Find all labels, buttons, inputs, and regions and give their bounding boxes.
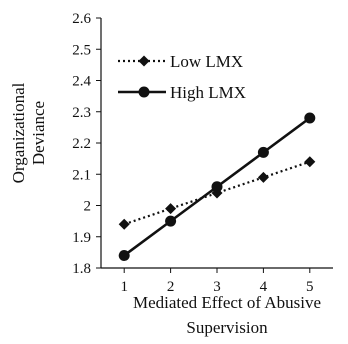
- data-point-high-lmx: [118, 250, 130, 261]
- x-tick-labels: 1 2 3 4 5: [120, 279, 313, 295]
- y-axis-title-line-1: Organizational: [9, 82, 28, 183]
- data-point-low-lmx: [304, 156, 316, 168]
- series-low-lmx: [118, 156, 316, 230]
- y-tick-label: 2: [84, 199, 92, 215]
- y-tick-label: 2.4: [72, 74, 91, 90]
- x-axis-title-line-1: Mediated Effect of Abusive: [133, 293, 321, 312]
- y-tick-label: 2.3: [72, 105, 91, 121]
- y-tick-label: 2.1: [72, 167, 91, 183]
- y-tick-label: 2.6: [72, 11, 91, 27]
- y-tick-label: 2.2: [72, 136, 91, 152]
- x-tick-label: 1: [120, 279, 128, 295]
- data-point-high-lmx: [165, 215, 177, 227]
- series-high-lmx: [118, 112, 316, 261]
- y-tick-label: 1.9: [72, 230, 91, 246]
- data-point-high-lmx: [304, 112, 316, 124]
- legend-item-high-lmx: High LMX: [118, 83, 246, 102]
- y-axis-title: Organizational Deviance: [9, 82, 48, 183]
- y-tick-label: 2.5: [72, 42, 91, 58]
- legend-swatch-marker: [138, 55, 150, 67]
- legend: Low LMX High LMX: [118, 52, 246, 102]
- legend-label: High LMX: [170, 83, 246, 102]
- data-point-high-lmx: [257, 146, 269, 158]
- y-tick-label: 1.8: [72, 261, 91, 277]
- data-point-high-lmx: [211, 181, 223, 193]
- data-point-low-lmx: [257, 171, 269, 183]
- x-tick-label: 4: [260, 279, 268, 295]
- x-axis-title-line-2: Supervision: [186, 318, 268, 337]
- x-tick-label: 2: [167, 279, 175, 295]
- legend-item-low-lmx: Low LMX: [118, 52, 243, 71]
- legend-label: Low LMX: [170, 52, 243, 71]
- y-axis-title-line-2: Deviance: [29, 101, 48, 165]
- data-point-low-lmx: [165, 203, 177, 215]
- series-group: [118, 112, 316, 261]
- y-tick-labels: 1.8 1.9 2 2.1 2.2 2.3 2.4 2.5 2.6: [72, 11, 91, 277]
- x-axis-title: Mediated Effect of Abusive Supervision: [133, 293, 321, 337]
- x-tick-label: 3: [213, 279, 221, 295]
- x-tick-label: 5: [306, 279, 314, 295]
- legend-swatch-marker: [138, 86, 150, 98]
- data-point-low-lmx: [118, 218, 130, 230]
- axes: [96, 17, 333, 273]
